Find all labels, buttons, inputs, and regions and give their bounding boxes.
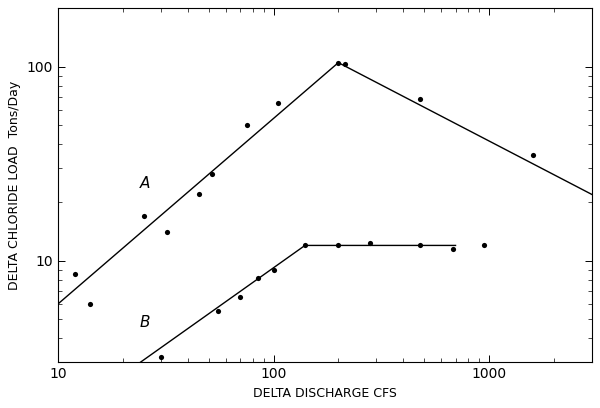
Point [340,61,350,67]
Point [235,294,245,300]
Point [269,266,278,273]
Point [208,171,217,177]
Point [273,100,283,106]
Point [365,240,374,246]
Y-axis label: DELTA CHLORIDE LOAD  Tons/Day: DELTA CHLORIDE LOAD Tons/Day [8,81,22,290]
Point [528,152,538,158]
Text: B: B [140,315,151,330]
Point [139,213,149,220]
Point [156,354,166,360]
Point [254,274,263,281]
Text: A: A [140,176,151,191]
Point [85,301,94,307]
Point [70,271,80,278]
X-axis label: DELTA DISCHARGE CFS: DELTA DISCHARGE CFS [253,387,397,400]
Point [415,96,425,102]
Point [334,242,343,249]
Point [242,122,251,129]
Point [300,242,310,249]
Point [194,191,203,197]
Point [415,242,425,249]
Point [479,242,489,249]
Point [448,246,458,252]
Point [334,60,343,66]
Point [213,308,223,315]
Point [162,229,172,236]
